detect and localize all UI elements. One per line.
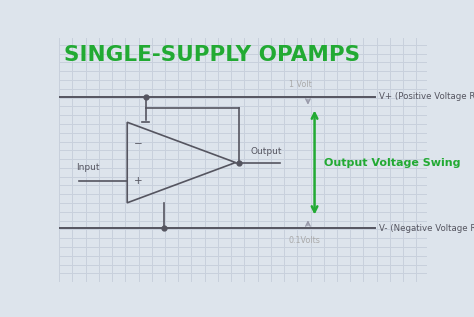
Text: Output Voltage Swing: Output Voltage Swing [324,158,460,167]
Text: −: − [134,139,143,149]
Text: V+ (Positive Voltage Rail): V+ (Positive Voltage Rail) [379,92,474,101]
Text: V- (Negative Voltage Rail): V- (Negative Voltage Rail) [379,224,474,233]
Text: Output: Output [250,147,282,156]
Text: Input: Input [76,163,99,172]
Text: 0.1Volts: 0.1Volts [289,236,321,245]
Text: 1 Volt: 1 Volt [289,80,311,89]
Text: SINGLE-SUPPLY OPAMPS: SINGLE-SUPPLY OPAMPS [64,45,360,65]
Text: +: + [134,176,143,186]
